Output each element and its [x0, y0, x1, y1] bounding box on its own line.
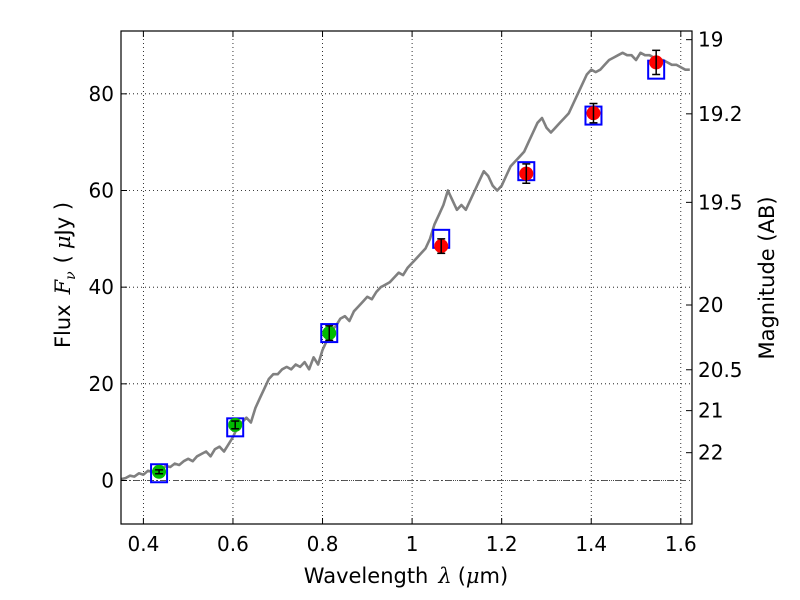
x-tick-label: 1: [406, 532, 419, 556]
model-photometry-box: [150, 463, 169, 484]
x-tick-label: 1.6: [665, 532, 697, 556]
model-photometry-boxes: [150, 59, 666, 484]
observed-photometry-points: [152, 49, 664, 479]
right-tick-label: 22: [698, 441, 723, 465]
x-tick-label: 1.4: [575, 532, 607, 556]
x-axis-ticks: 0.4 0.6 0.8 1 1.2 1.4 1.6: [127, 31, 697, 556]
model-photometry-box: [320, 323, 339, 344]
grid-lines: [121, 31, 692, 524]
right-tick-label: 20: [698, 293, 723, 317]
y-axis-ticks: 0 20 40 60 80: [89, 82, 127, 493]
right-tick-label: 19: [698, 28, 723, 52]
y-tick-label: 20: [89, 372, 114, 396]
x-tick-label: 0.4: [127, 532, 159, 556]
y-axis-label: FluxFν(μJy ): [51, 202, 79, 348]
right-axis-ticks: 19 19.2 19.5 20 20.5 21 22: [686, 28, 743, 465]
right-tick-label: 19.5: [698, 190, 743, 214]
right-tick-label: 21: [698, 399, 723, 423]
right-tick-label: 20.5: [698, 358, 743, 382]
y-tick-label: 40: [89, 275, 114, 299]
x-tick-label: 0.6: [217, 532, 249, 556]
model-spectrum-line: [120, 51, 690, 481]
y-tick-label: 0: [101, 469, 114, 493]
plot-frame: [120, 30, 693, 525]
x-tick-label: 0.8: [307, 532, 339, 556]
right-axis-label: Magnitude (AB): [755, 196, 779, 359]
x-axis-label: Wavelength λ (μm): [304, 564, 508, 588]
y-tick-label: 60: [89, 179, 114, 203]
y-tick-label: 80: [89, 82, 114, 106]
right-tick-label: 19.2: [698, 102, 743, 126]
x-tick-label: 1.2: [486, 532, 518, 556]
